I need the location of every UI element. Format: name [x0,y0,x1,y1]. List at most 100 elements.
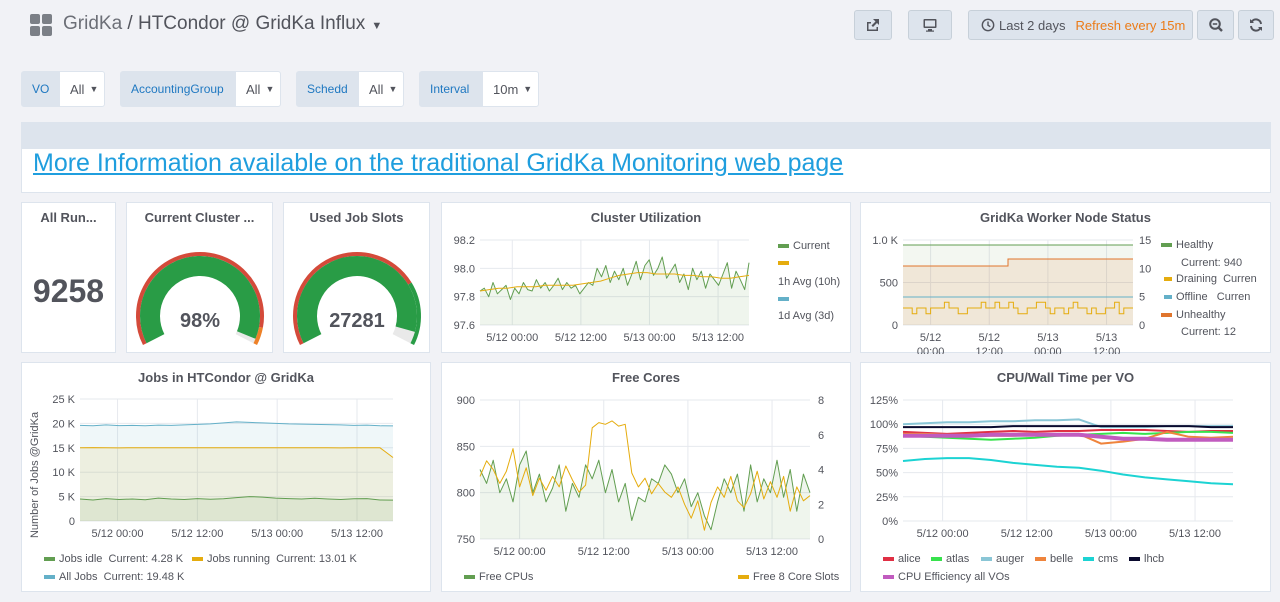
legend-offline[interactable]: Offline Curren [1164,291,1250,303]
share-button[interactable] [854,10,892,40]
legend-label: auger [996,553,1025,565]
legend-unhealthy[interactable]: Unhealthy [1161,309,1226,321]
refresh-icon [1250,18,1262,32]
dashboard-name: HTCondor @ GridKa Influx [137,13,366,34]
all-running-value: 9258 [32,273,105,309]
x-tick-label: 5/13 12:00 [692,332,744,344]
y2-tick-label: 5 [1139,292,1145,304]
gauge-threshold-green [408,282,421,346]
cpu-wall-chart[interactable]: 125% 100% 75% 50% 25% 0% 5/12 00:00 5/12 12:00 5… [861,363,1272,593]
legend-label: All Jobs [59,571,98,583]
var-schedd-select[interactable]: All ▼ [358,71,404,107]
refresh-button[interactable] [1238,10,1274,40]
legend-atlas[interactable]: atlas [931,553,969,565]
legend-swatch [778,297,789,302]
dashboard-title[interactable]: GridKa / HTCondor @ GridKa Influx ▼ [63,13,382,35]
x-tick-label: 5/12 [979,332,1000,344]
legend-auger[interactable]: auger [981,553,1024,565]
x-tick-label: 5/13 00:00 [623,332,675,344]
gauge-value: 27281 [329,310,385,332]
free-cores-panel: Free Cores 900 850 800 750 5/12 00:00 5/12 12… [441,362,851,592]
y-tick-label: 1.0 K [872,235,898,247]
legend-belle[interactable]: belle [1035,553,1073,565]
y-tick-label: 900 [457,395,475,407]
legend-free-8core[interactable]: Free 8 Core Slots [738,571,839,583]
legend-healthy[interactable]: Healthy [1161,239,1213,251]
legend-jobs-idle[interactable]: Jobs idle Current: 4.28 K [44,553,183,565]
x-tick-label: 5/12 12:00 [555,332,607,344]
title-separator: / [122,13,138,34]
panel-title[interactable]: Used Job Slots [309,210,404,225]
gridka-monitoring-link[interactable]: More Information available on the tradit… [33,149,844,177]
legend-current-value: 940 [1223,257,1243,269]
var-accountinggroup-value: All [246,81,261,97]
legend-label: belle [1050,553,1074,565]
collapsed-row-header[interactable] [21,122,1271,149]
info-panel: More Information available on the tradit… [21,149,1271,193]
dashboard-grid-icon[interactable] [30,14,52,36]
series-jobs-running-line [79,447,394,458]
legend-cms[interactable]: cms [1083,553,1118,565]
cluster-util-chart[interactable]: 98.2 98.0 97.8 97.6 5/12 00:00 5/12 12:00 5/13… [442,203,852,354]
x-tick-label: 5/13 12:00 [1169,528,1221,540]
series-free-cpus-line [479,450,811,531]
y-tick-label: 500 [880,278,898,290]
x-tick-label: 5/13 00:00 [251,528,303,540]
series-free-8core-line [479,420,811,531]
legend-current[interactable]: Current [778,240,830,252]
x-tick-label: 12:00 [1093,346,1121,354]
var-interval-value: 10m [493,81,519,97]
legend-all-jobs[interactable]: All Jobs Current: 19.48 K [44,571,184,583]
series-current-area [480,257,749,325]
legend-label: Offline [1176,291,1208,303]
caret-down-icon: ▼ [388,84,398,94]
legend-alice[interactable]: alice [883,553,921,565]
x-tick-label: 5/12 00:00 [917,528,969,540]
worker-status-panel: GridKa Worker Node Status 1.0 K 500 0 5/12 0… [860,202,1272,354]
var-vo-select[interactable]: All ▼ [59,71,105,107]
legend-label: cms [1098,553,1119,565]
gauge-threshold-red [136,252,264,346]
x-tick-label: 5/13 12:00 [746,546,798,558]
series-jobs-idle-area [80,496,393,521]
series-draining-line [903,301,1133,315]
gauge-fill [297,256,417,344]
x-tick-label: 5/12 12:00 [1001,528,1053,540]
panel-title[interactable]: All Run... [40,210,97,225]
free-cores-chart[interactable]: 900 850 800 750 5/12 00:00 5/12 12:00 5/13 00:… [442,363,852,593]
legend-1h-avg[interactable]: 1h Avg (10h) [778,276,840,288]
var-accountinggroup-select[interactable]: All ▼ [235,71,281,107]
series-unhealthy-area [903,259,1133,325]
legend-swatch [1083,557,1094,562]
var-vo-label: VO [21,71,59,107]
jobs-chart[interactable]: 25 K 20 K 15 K 10 K 5 K 0 5/12 00:00 5/12 12:00… [22,363,432,593]
used-slots-gauge: 27281 [293,252,421,346]
legend-swatch [464,575,475,580]
tv-mode-button[interactable] [908,10,952,40]
worker-status-chart[interactable]: 1.0 K 500 0 5/12 00:00 5/12 12:00 5/13 00:00 5/13… [861,203,1272,354]
legend-draining[interactable]: Draining Curren [1164,273,1257,285]
legend-swatch [931,557,942,562]
y-tick-label: 25 K [52,394,75,406]
gauge-value: 98% [180,310,220,332]
series-cms-line [902,457,1234,486]
panel-title[interactable]: Current Cluster ... [144,210,255,225]
legend-label: Unhealthy [1176,309,1226,321]
y-tick-label: 0% [882,516,898,528]
y2-tick-label: 2 [818,499,824,511]
series-all-jobs-line [79,421,394,427]
legend-current-value: Curren [1216,291,1251,303]
legend-free-cpus[interactable]: Free CPUs [464,571,533,583]
var-interval-select[interactable]: 10m ▼ [482,71,539,107]
y-tick-label: 25% [876,492,898,504]
time-picker-button[interactable]: Last 2 days Refresh every 15m [968,10,1193,40]
gauge-threshold-orange [253,327,263,346]
legend-1d-avg[interactable]: 1d Avg (3d) [778,310,834,322]
legend-jobs-running[interactable]: Jobs running Current: 13.01 K [192,553,357,565]
zoom-out-button[interactable] [1197,10,1234,40]
legend-label: Current [793,240,830,252]
legend-lhcb[interactable]: lhcb [1129,553,1164,565]
legend-cpu-eff-all[interactable]: CPU Efficiency all VOs [883,571,1010,583]
y-tick-label: 0 [892,320,898,332]
var-accountinggroup-label: AccountingGroup [120,71,235,107]
